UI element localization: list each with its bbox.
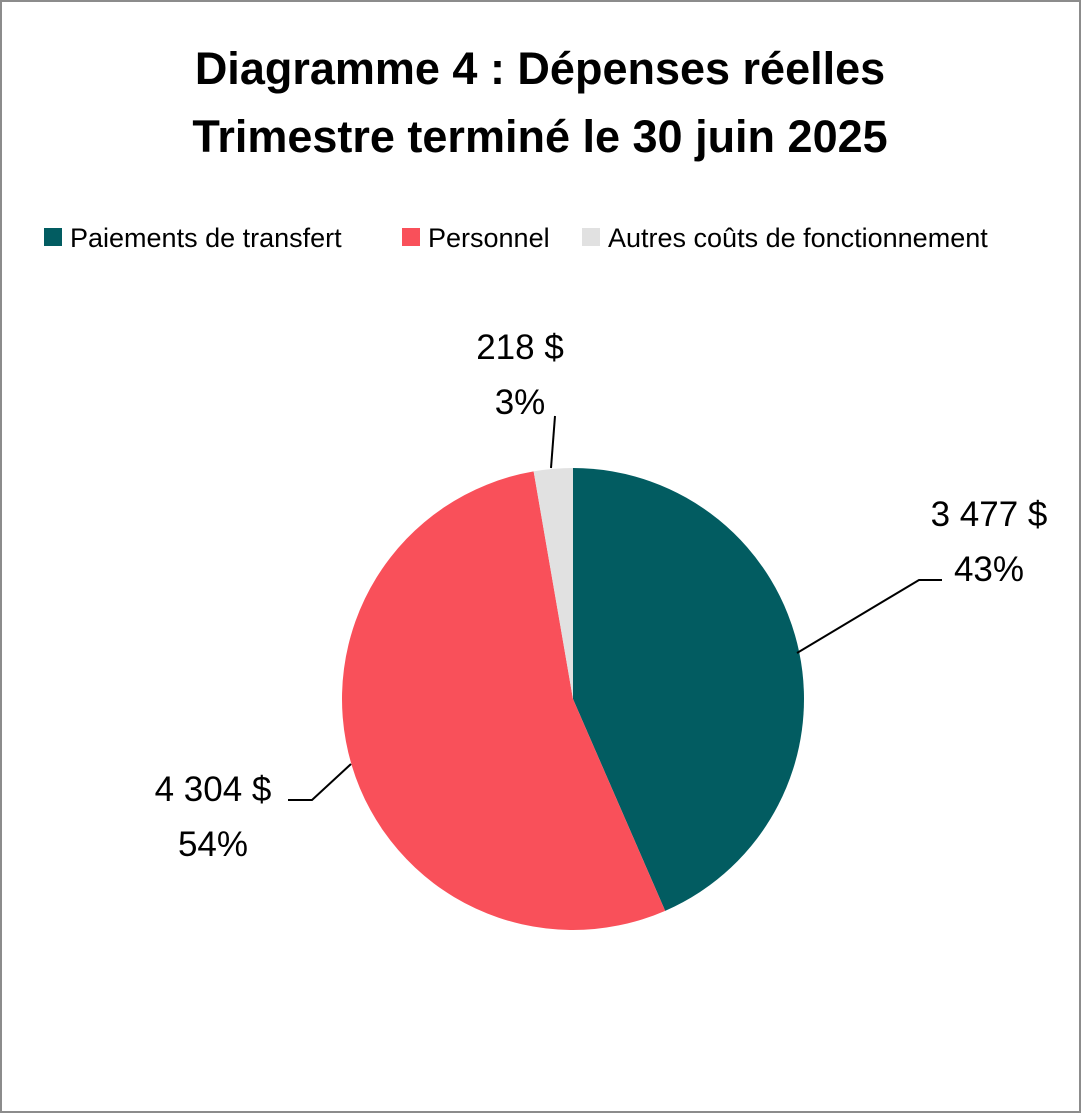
pie-slice (533, 468, 573, 699)
legend-swatch (402, 228, 420, 246)
legend-label: Personnel (428, 223, 550, 253)
legend-swatch (582, 228, 600, 246)
data-label-percent: 3% (495, 383, 546, 422)
legend-label: Autres coûts de fonctionnement (608, 223, 988, 253)
pie-slices (341, 468, 804, 930)
data-label-group: 4 304 $ 54% (155, 763, 352, 864)
legend-item: Paiements de transfert (44, 223, 342, 253)
legend-label: Paiements de transfert (70, 223, 342, 253)
data-label-value: 218 $ (476, 328, 564, 367)
chart-subtitle: Trimestre terminé le 30 juin 2025 (192, 111, 887, 162)
leader-line (550, 415, 556, 469)
legend-item: Autres coûts de fonctionnement (582, 223, 988, 253)
legend-item: Personnel (402, 223, 550, 253)
data-label-group: 3 477 $ 43% (796, 495, 1048, 654)
pie-slice (341, 471, 666, 930)
chart-title: Diagramme 4 : Dépenses réelles (195, 43, 885, 94)
data-label-value: 3 477 $ (931, 495, 1048, 534)
legend: Paiements de transfert Personnel Autres … (44, 223, 988, 253)
legend-swatch (44, 228, 62, 246)
data-label-value: 4 304 $ (155, 770, 272, 809)
leader-line (796, 579, 942, 654)
leader-line (288, 763, 352, 801)
data-label-group: 218 $ 3% (476, 328, 564, 469)
data-label-percent: 43% (954, 550, 1024, 589)
data-labels: 3 477 $ 43% 4 304 $ 54% 218 $ 3% (155, 328, 1048, 864)
pie-slice (573, 468, 804, 911)
data-label-percent: 54% (178, 825, 248, 864)
